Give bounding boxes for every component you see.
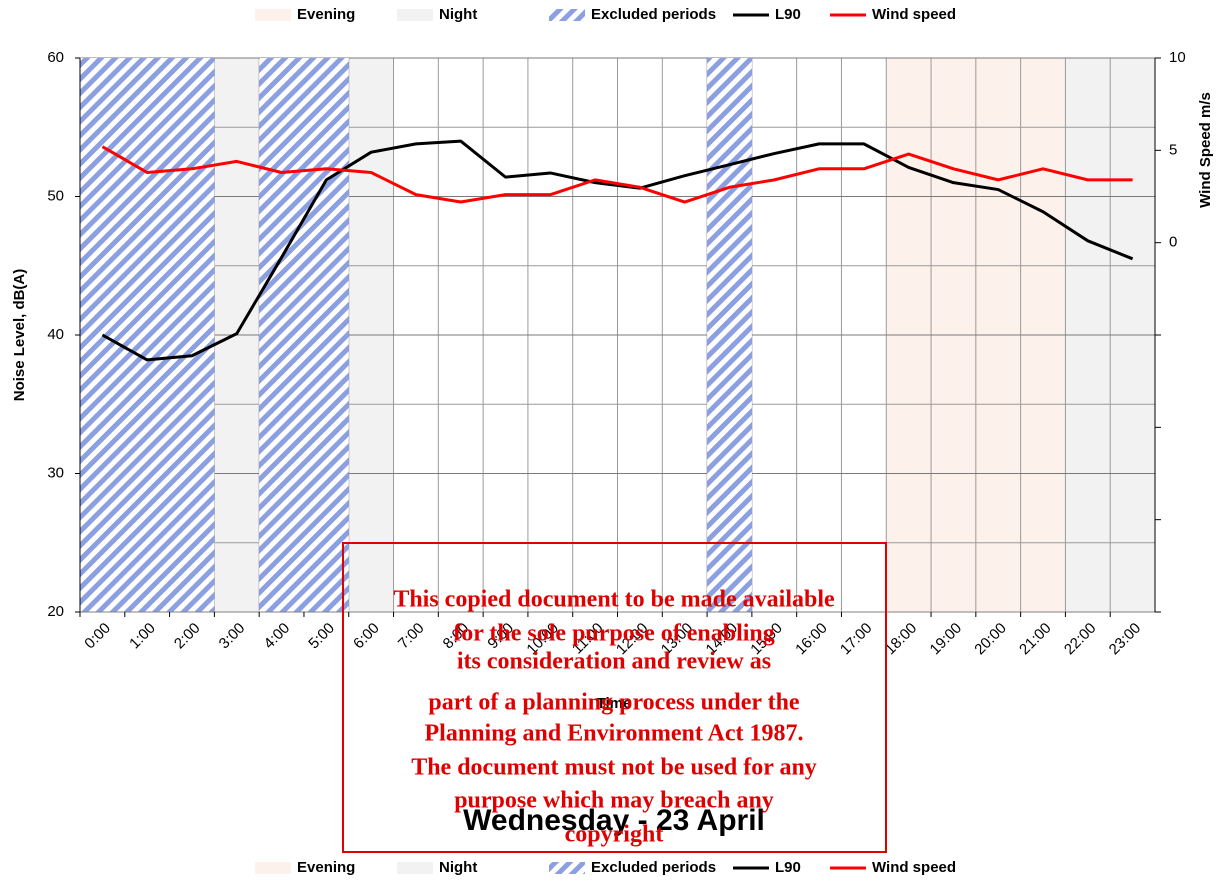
legend-label: Night: [439, 859, 477, 876]
x-tick-label: 2:00: [171, 620, 204, 653]
x-tick-label: 4:00: [261, 620, 294, 653]
legend-swatch: [255, 9, 291, 21]
x-tick-label: 3:00: [216, 620, 249, 653]
x-tick-label: 1:00: [126, 620, 159, 653]
period-band: [707, 58, 752, 612]
x-tick-label: 5:00: [305, 620, 338, 653]
legend-label: Wind speed: [872, 859, 956, 876]
chart-title: Wednesday - 23 April: [463, 804, 765, 837]
watermark-text: for the sole purpose of enabling: [453, 621, 775, 647]
x-tick-label: 22:00: [1061, 620, 1100, 659]
watermark-text: This copied document to be made availabl…: [393, 587, 835, 613]
legend-label: Excluded periods: [591, 859, 716, 876]
watermark-text: The document must not be used for any: [411, 755, 817, 781]
y2-tick-label: 10: [1169, 49, 1186, 66]
legend-label: L90: [775, 859, 801, 876]
y2-tick-label: 0: [1169, 234, 1177, 251]
legend-label: Night: [439, 6, 477, 23]
legend-label: L90: [775, 6, 801, 23]
series-line: [101, 139, 1134, 362]
x-axis-label: Time: [597, 695, 632, 712]
x-tick-label: 0:00: [81, 620, 114, 653]
x-tick-label: 20:00: [971, 620, 1010, 659]
legend-swatch: [549, 9, 585, 21]
watermark-text: copyright: [565, 822, 664, 848]
y-tick-label: 20: [47, 603, 64, 620]
x-tick-label: 23:00: [1106, 620, 1145, 659]
legend-label: Evening: [297, 6, 355, 23]
legend-label: Excluded periods: [591, 6, 716, 23]
x-tick-label: 18:00: [882, 620, 921, 659]
y-tick-label: 50: [47, 187, 64, 204]
x-tick-label: 6:00: [350, 620, 383, 653]
period-band: [80, 58, 215, 612]
x-tick-label: 21:00: [1016, 620, 1055, 659]
x-tick-label: 17:00: [837, 620, 876, 659]
y-tick-label: 60: [47, 49, 64, 66]
watermark-text: purpose which may breach any: [454, 788, 774, 814]
y2-tick-label: 5: [1169, 141, 1177, 158]
series-line: [101, 145, 1133, 204]
period-band: [259, 58, 349, 612]
legend-swatch: [397, 862, 433, 874]
y-axis-label: Noise Level, dB(A): [11, 269, 28, 402]
legend-label: Wind speed: [872, 6, 956, 23]
y2-axis-label: Wind Speed m/s: [1197, 92, 1214, 208]
watermark-text: Planning and Environment Act 1987.: [425, 721, 804, 747]
y-tick-label: 40: [47, 326, 64, 343]
x-tick-label: 16:00: [792, 620, 831, 659]
legend-swatch: [397, 9, 433, 21]
legend-swatch: [549, 862, 585, 874]
legend-label: Evening: [297, 859, 355, 876]
y-tick-label: 30: [47, 464, 64, 481]
legend-swatch: [255, 862, 291, 874]
watermark-box: [342, 542, 887, 853]
x-tick-label: 7:00: [395, 620, 428, 653]
watermark-text: its consideration and review as: [457, 649, 771, 675]
x-tick-label: 19:00: [927, 620, 966, 659]
watermark-text: part of a planning process under the: [428, 690, 800, 716]
